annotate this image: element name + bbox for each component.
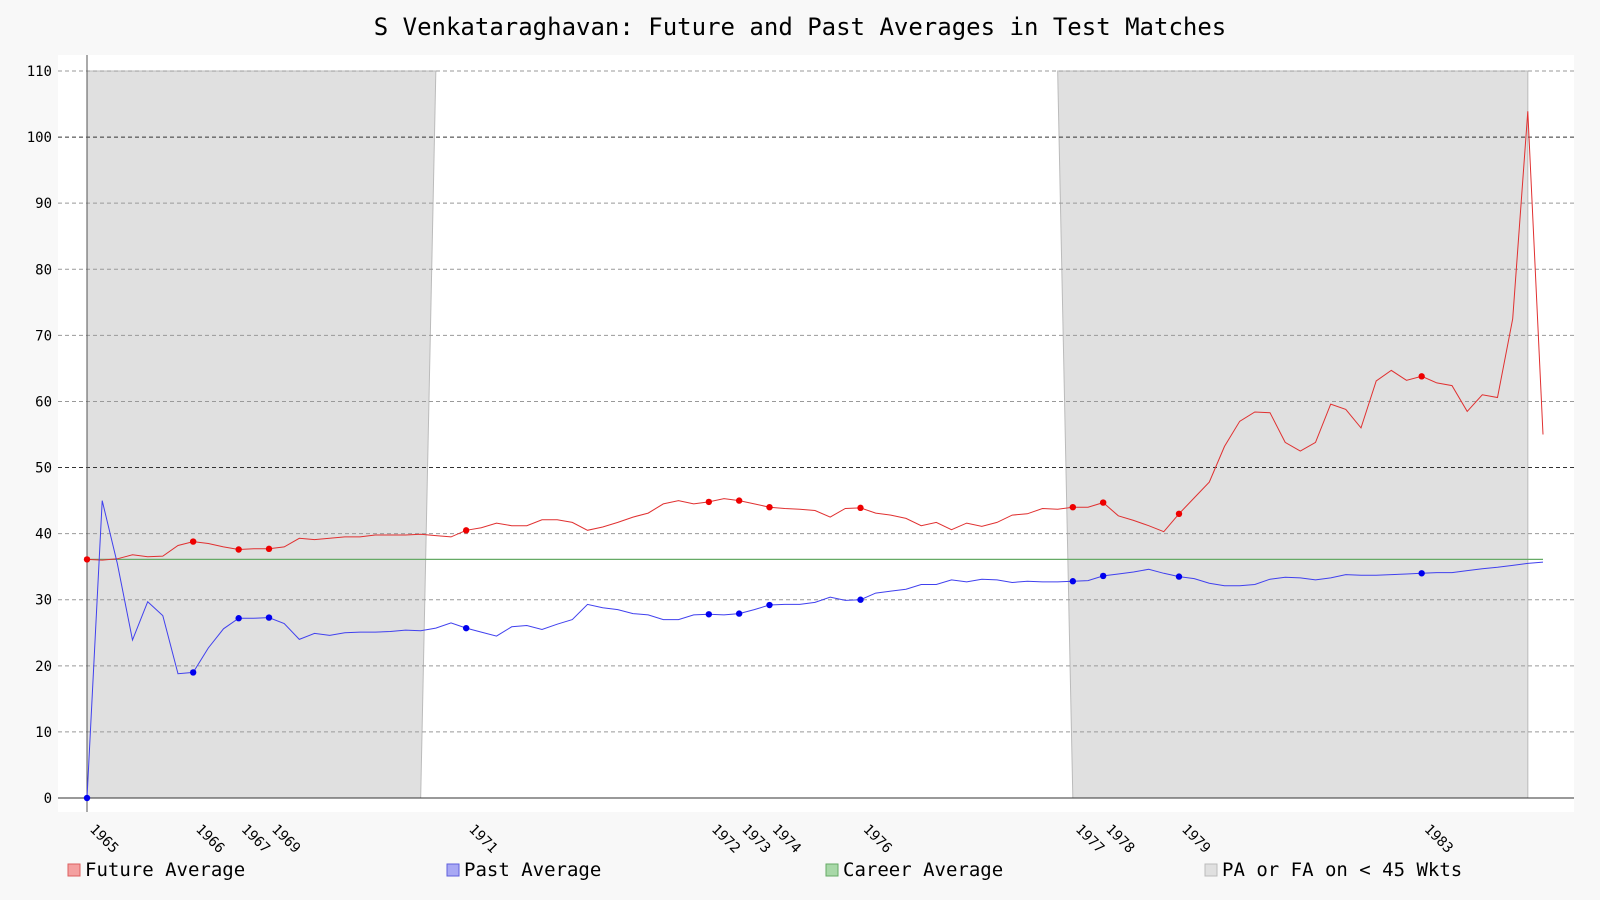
y-tick-label: 90 — [35, 196, 52, 212]
y-tick-label: 40 — [35, 527, 52, 543]
y-tick-labels: 0 10 20 30 40 50 60 70 80 90 100 110 — [27, 64, 52, 807]
legend-label: Future Average — [85, 859, 245, 881]
past-average-marker — [462, 624, 470, 632]
future-average-marker — [83, 556, 91, 563]
past-average-marker — [1175, 573, 1183, 580]
legend-swatch — [67, 863, 81, 877]
future-average-marker — [705, 498, 713, 506]
x-tick-label: 1976 — [860, 822, 895, 857]
shaded-regions — [86, 70, 1529, 799]
past-average-marker — [1069, 578, 1077, 585]
past-average-marker — [857, 596, 864, 603]
legend: Future Average Past Average Career Average… — [67, 859, 1462, 881]
future-average-marker — [857, 504, 864, 512]
y-tick-label: 110 — [27, 64, 52, 80]
past-average-marker — [235, 615, 242, 622]
x-tick-label: 1974 — [769, 822, 804, 857]
grid-lines — [58, 70, 1574, 733]
future-average-marker — [189, 538, 197, 545]
y-tick-label: 0 — [44, 791, 52, 807]
legend-swatch — [825, 863, 839, 877]
past-average-marker — [705, 611, 713, 618]
future-average-marker — [1418, 373, 1425, 380]
shaded-region-1 — [1057, 70, 1529, 799]
past-average-marker — [83, 794, 91, 802]
legend-swatch — [446, 863, 460, 877]
future-average-marker — [735, 497, 743, 504]
future-average-marker — [265, 545, 273, 553]
future-average-line — [86, 111, 1544, 561]
y-tick-label: 10 — [35, 725, 52, 741]
series-markers — [83, 373, 1425, 802]
past-average-marker — [189, 669, 197, 676]
past-average-marker — [735, 610, 743, 617]
x-tick-label: 1965 — [86, 822, 121, 857]
series-lines — [86, 111, 1544, 799]
legend-label: PA or FA on < 45 Wkts — [1222, 859, 1462, 881]
legend-label: Career Average — [843, 859, 1003, 881]
x-tick-label: 1967 — [238, 822, 273, 857]
y-tick-label: 20 — [35, 659, 52, 675]
chart-title: S Venkataraghavan: Future and Past Avera… — [374, 13, 1227, 41]
future-average-marker — [1069, 504, 1077, 511]
x-tick-label: 1978 — [1102, 822, 1137, 857]
y-tick-label: 30 — [35, 593, 52, 609]
past-average-marker — [265, 614, 273, 621]
future-average-marker — [1099, 499, 1107, 506]
y-tick-label: 50 — [35, 461, 52, 477]
legend-swatch — [1204, 863, 1218, 877]
y-tick-label: 80 — [35, 262, 52, 278]
legend-label: Past Average — [464, 859, 601, 881]
x-tick-label: 1971 — [465, 822, 500, 857]
y-tick-label: 60 — [35, 394, 52, 410]
shaded-region-0 — [86, 70, 437, 799]
x-tick-label: 1969 — [268, 822, 303, 857]
x-tick-label: 1972 — [708, 822, 743, 857]
x-tick-label: 1983 — [1421, 822, 1456, 857]
y-tick-label: 100 — [27, 130, 52, 146]
future-average-marker — [1175, 510, 1183, 518]
past-average-marker — [1418, 570, 1425, 577]
axes — [58, 55, 1574, 812]
past-average-line — [86, 500, 1544, 799]
future-average-marker — [235, 546, 242, 553]
past-average-marker — [1099, 572, 1107, 580]
future-average-marker — [462, 527, 470, 534]
x-tick-label: 1979 — [1178, 822, 1213, 857]
x-tick-label: 1973 — [738, 822, 773, 857]
x-tick-label: 1977 — [1072, 822, 1107, 857]
y-tick-label: 70 — [35, 328, 52, 344]
past-average-marker — [766, 601, 773, 609]
future-average-marker — [766, 504, 773, 511]
x-tick-label: 1966 — [192, 822, 227, 857]
